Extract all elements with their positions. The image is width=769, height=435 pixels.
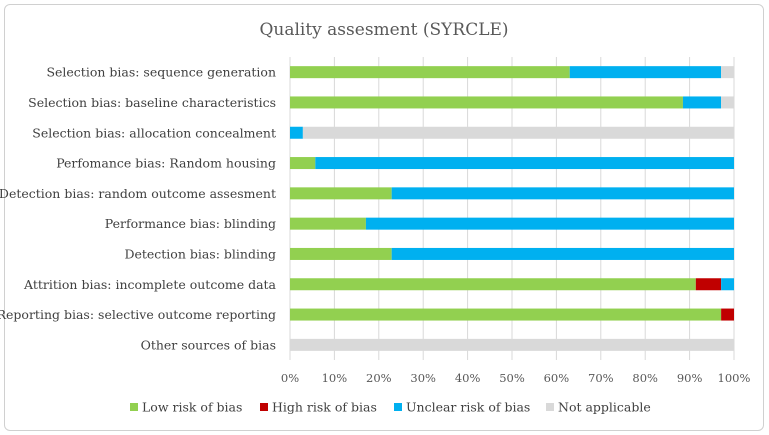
legend-swatch [394,403,402,411]
bar-segment [290,278,696,291]
legend-label: High risk of bias [272,400,377,415]
bar-segment [290,187,392,200]
x-tick-label: 100% [718,371,751,385]
bar-segment [695,278,722,291]
chart-title: Quality assesment (SYRCLE) [259,20,508,40]
x-tick-label: 20% [366,371,392,385]
bar-segment [569,66,722,79]
category-label: Reporting bias: selective outcome report… [0,307,276,322]
category-label: Selection bias: baseline characteristics [28,95,276,110]
category-label: Other sources of bias [141,337,276,352]
x-tick-label: 70% [588,371,614,385]
x-tick-label: 90% [677,371,703,385]
bars [290,66,734,351]
bar-segment [290,247,392,260]
category-label: Detection bias: random outcome assesment [0,186,276,201]
bar-segment [290,338,734,351]
category-label: Selection bias: allocation concealment [32,125,276,140]
bar-segment [721,66,734,79]
x-tick-label: 50% [499,371,525,385]
bar-segment [290,217,366,230]
x-tick-label: 80% [632,371,658,385]
x-tick-label: 10% [322,371,348,385]
bar-segment [290,126,303,139]
legend-label: Unclear risk of bias [406,400,530,415]
bar-segment [721,308,734,321]
legend-label: Low risk of bias [142,400,242,415]
x-tick-labels: 0% 10% 20% 30% 40% 50% 60% 70% 80% 90% 100% [281,371,751,385]
bar-segment [302,126,734,139]
bar-segment [290,308,722,321]
category-label: Attrition bias: incomplete outcome data [23,277,276,292]
legend-swatch [130,403,138,411]
x-tick-label: 60% [544,371,570,385]
category-labels: Selection bias: sequence generation Selec… [0,65,277,353]
bar-segment [315,157,734,170]
category-label: Selection bias: sequence generation [46,65,276,80]
x-tick-label: 40% [455,371,481,385]
category-label: Performance bias: blinding [105,216,276,231]
category-label: Perfomance bias: Random housing [56,156,276,171]
category-label: Detection bias: blinding [124,246,276,261]
legend-swatch [260,403,268,411]
bar-segment [290,66,570,79]
legend: Low risk of bias High risk of bias Unclear… [130,400,651,415]
bar-segment [391,247,734,260]
bar-segment [721,278,734,291]
bar-segment [682,96,722,109]
x-tick-label: 30% [410,371,436,385]
x-tick-label: 0% [281,371,299,385]
bar-segment [290,96,683,109]
bar-segment [365,217,734,230]
legend-swatch [546,403,554,411]
bar-segment [391,187,734,200]
legend-label: Not applicable [558,400,651,415]
bar-segment [290,157,316,170]
bar-segment [721,96,734,109]
